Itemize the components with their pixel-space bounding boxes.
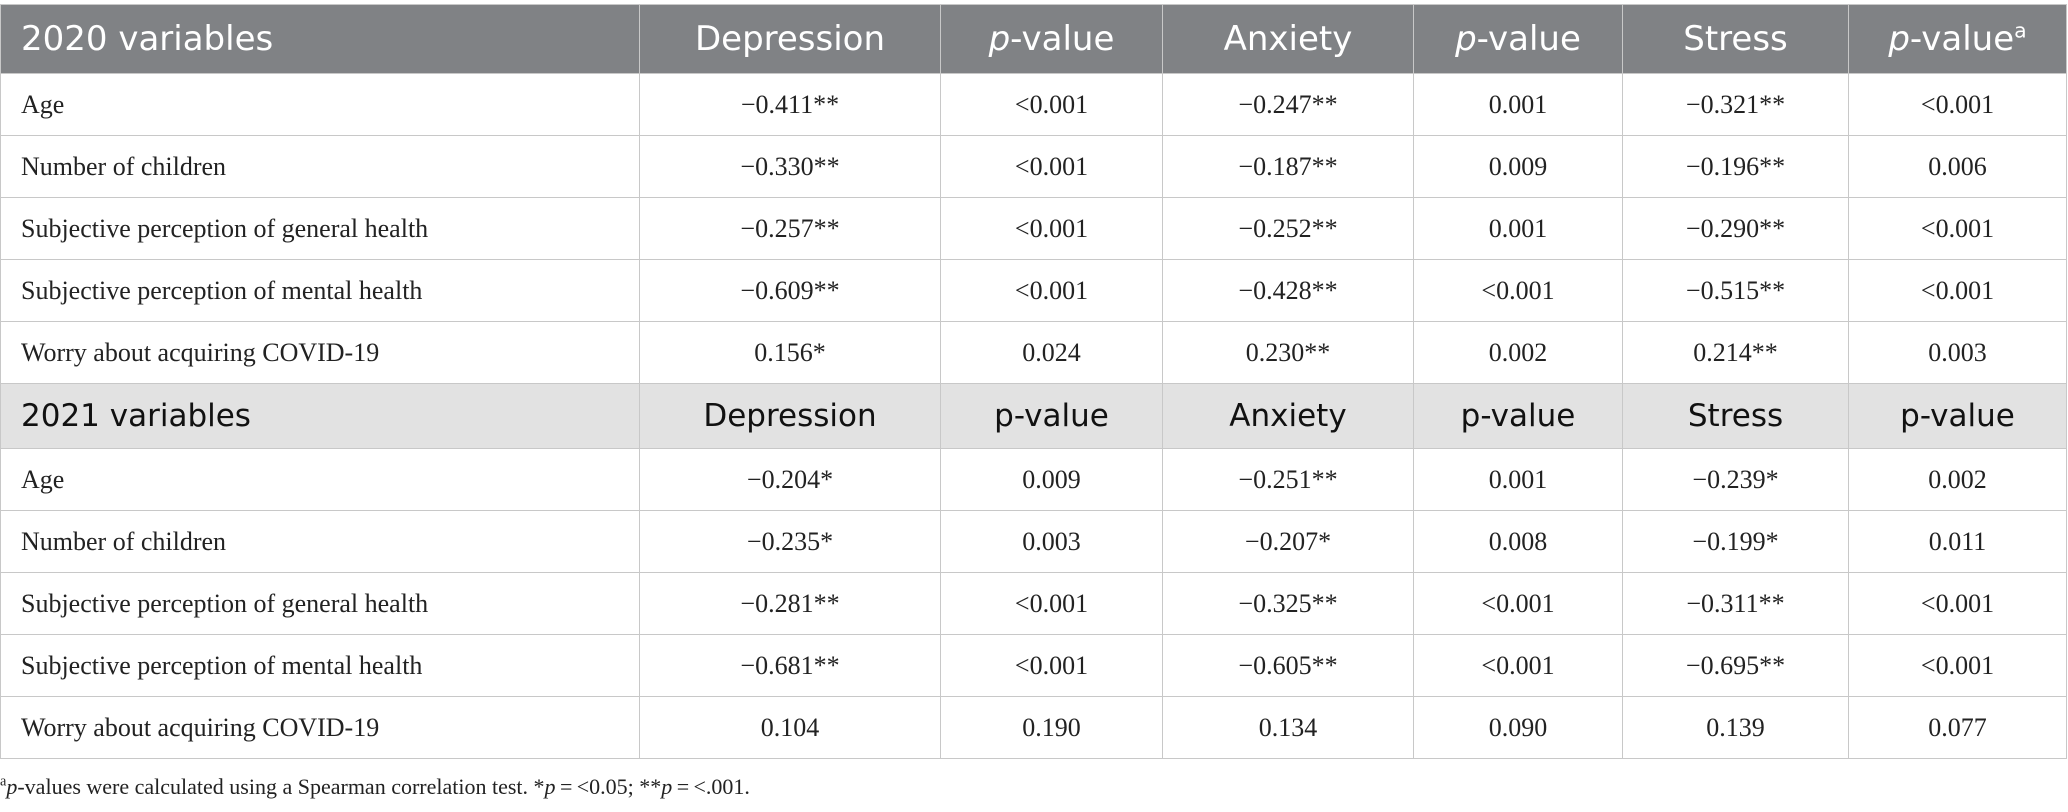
table-row: Age −0.411** <0.001 −0.247** 0.001 −0.32… (0, 73, 2067, 136)
p-value-cell: 0.001 (1413, 448, 1623, 511)
row-label: Subjective perception of general health (0, 572, 640, 635)
stress-cell: 0.139 (1622, 696, 1849, 759)
anxiety-cell: 0.230** (1162, 321, 1414, 384)
anxiety-cell: −0.428** (1162, 259, 1414, 322)
header-2020-variables: 2020 variables (0, 4, 640, 74)
p-value-cell: 0.008 (1413, 510, 1623, 573)
table-row: Number of children −0.235* 0.003 −0.207*… (0, 510, 2067, 573)
anxiety-cell: −0.252** (1162, 197, 1414, 260)
anxiety-cell: −0.325** (1162, 572, 1414, 635)
row-label: Subjective perception of general health (0, 197, 640, 260)
row-label: Number of children (0, 135, 640, 198)
correlation-table: 2020 variables Depression p-value Anxiet… (0, 4, 2067, 759)
stress-cell: −0.290** (1622, 197, 1849, 260)
p-value-cell: <0.001 (1413, 259, 1623, 322)
row-label: Worry about acquiring COVID-19 (0, 696, 640, 759)
stress-cell: −0.695** (1622, 634, 1849, 697)
p-value-cell: <0.001 (1413, 572, 1623, 635)
header-p-value: p-value (940, 383, 1163, 449)
depression-cell: −0.609** (639, 259, 941, 322)
depression-cell: 0.156* (639, 321, 941, 384)
p-value-cell: <0.001 (1848, 197, 2067, 260)
p-value-cell: <0.001 (940, 135, 1163, 198)
row-label: Number of children (0, 510, 640, 573)
header-p-value: p-value (1848, 383, 2067, 449)
depression-cell: −0.681** (639, 634, 941, 697)
p-value-cell: 0.024 (940, 321, 1163, 384)
header-stress: Stress (1622, 383, 1849, 449)
anxiety-cell: −0.251** (1162, 448, 1414, 511)
footnote-marker: a (0, 773, 7, 790)
p-value-cell: <0.001 (1848, 572, 2067, 635)
stress-cell: −0.321** (1622, 73, 1849, 136)
table-row: Subjective perception of mental health −… (0, 259, 2067, 322)
p-value-cell: 0.001 (1413, 73, 1623, 136)
stress-cell: 0.214** (1622, 321, 1849, 384)
header-anxiety: Anxiety (1162, 4, 1414, 74)
anxiety-cell: 0.134 (1162, 696, 1414, 759)
header-p-value: p-valuea (1848, 4, 2067, 74)
header-stress: Stress (1622, 4, 1849, 74)
row-label: Subjective perception of mental health (0, 259, 640, 322)
p-value-cell: <0.001 (940, 197, 1163, 260)
p-value-cell: <0.001 (1848, 73, 2067, 136)
p-value-cell: 0.006 (1848, 135, 2067, 198)
depression-cell: −0.281** (639, 572, 941, 635)
header-anxiety: Anxiety (1162, 383, 1414, 449)
p-value-cell: 0.077 (1848, 696, 2067, 759)
p-value-cell: <0.001 (940, 572, 1163, 635)
table-row: Subjective perception of mental health −… (0, 634, 2067, 697)
header-p-value: p-value (940, 4, 1163, 74)
p-value-cell: 0.011 (1848, 510, 2067, 573)
row-label: Subjective perception of mental health (0, 634, 640, 697)
anxiety-cell: −0.207* (1162, 510, 1414, 573)
p-value-cell: 0.003 (940, 510, 1163, 573)
p-value-cell: <0.001 (1848, 259, 2067, 322)
header-2021-variables: 2021 variables (0, 383, 640, 449)
anxiety-cell: −0.247** (1162, 73, 1414, 136)
depression-cell: −0.257** (639, 197, 941, 260)
row-label: Worry about acquiring COVID-19 (0, 321, 640, 384)
stress-cell: −0.199* (1622, 510, 1849, 573)
stress-cell: −0.311** (1622, 572, 1849, 635)
depression-cell: −0.330** (639, 135, 941, 198)
p-value-cell: 0.002 (1848, 448, 2067, 511)
depression-cell: −0.411** (639, 73, 941, 136)
table-row: Subjective perception of general health … (0, 572, 2067, 635)
table-row: Worry about acquiring COVID-19 0.104 0.1… (0, 696, 2067, 759)
header-row-2020: 2020 variables Depression p-value Anxiet… (0, 4, 2067, 74)
table-footnote: ap-values were calculated using a Spearm… (0, 773, 750, 799)
p-value-cell: <0.001 (1848, 634, 2067, 697)
depression-cell: −0.235* (639, 510, 941, 573)
header-p-value: p-value (1413, 4, 1623, 74)
p-value-cell: 0.003 (1848, 321, 2067, 384)
p-value-cell: <0.001 (1413, 634, 1623, 697)
p-value-cell: 0.001 (1413, 197, 1623, 260)
table-row: Number of children −0.330** <0.001 −0.18… (0, 135, 2067, 198)
header-row-2021: 2021 variables Depression p-value Anxiet… (0, 383, 2067, 449)
header-depression: Depression (639, 4, 941, 74)
depression-cell: 0.104 (639, 696, 941, 759)
p-value-cell: <0.001 (940, 73, 1163, 136)
table-row: Worry about acquiring COVID-19 0.156* 0.… (0, 321, 2067, 384)
p-value-cell: <0.001 (940, 634, 1163, 697)
stress-cell: −0.196** (1622, 135, 1849, 198)
table-row: Age −0.204* 0.009 −0.251** 0.001 −0.239*… (0, 448, 2067, 511)
p-value-cell: 0.190 (940, 696, 1163, 759)
anxiety-cell: −0.187** (1162, 135, 1414, 198)
stress-cell: −0.239* (1622, 448, 1849, 511)
stress-cell: −0.515** (1622, 259, 1849, 322)
header-depression: Depression (639, 383, 941, 449)
p-value-cell: 0.009 (1413, 135, 1623, 198)
depression-cell: −0.204* (639, 448, 941, 511)
table-row: Subjective perception of general health … (0, 197, 2067, 260)
p-value-cell: 0.090 (1413, 696, 1623, 759)
header-p-value: p-value (1413, 383, 1623, 449)
p-value-cell: 0.002 (1413, 321, 1623, 384)
row-label: Age (0, 448, 640, 511)
p-value-cell: <0.001 (940, 259, 1163, 322)
row-label: Age (0, 73, 640, 136)
p-value-cell: 0.009 (940, 448, 1163, 511)
anxiety-cell: −0.605** (1162, 634, 1414, 697)
